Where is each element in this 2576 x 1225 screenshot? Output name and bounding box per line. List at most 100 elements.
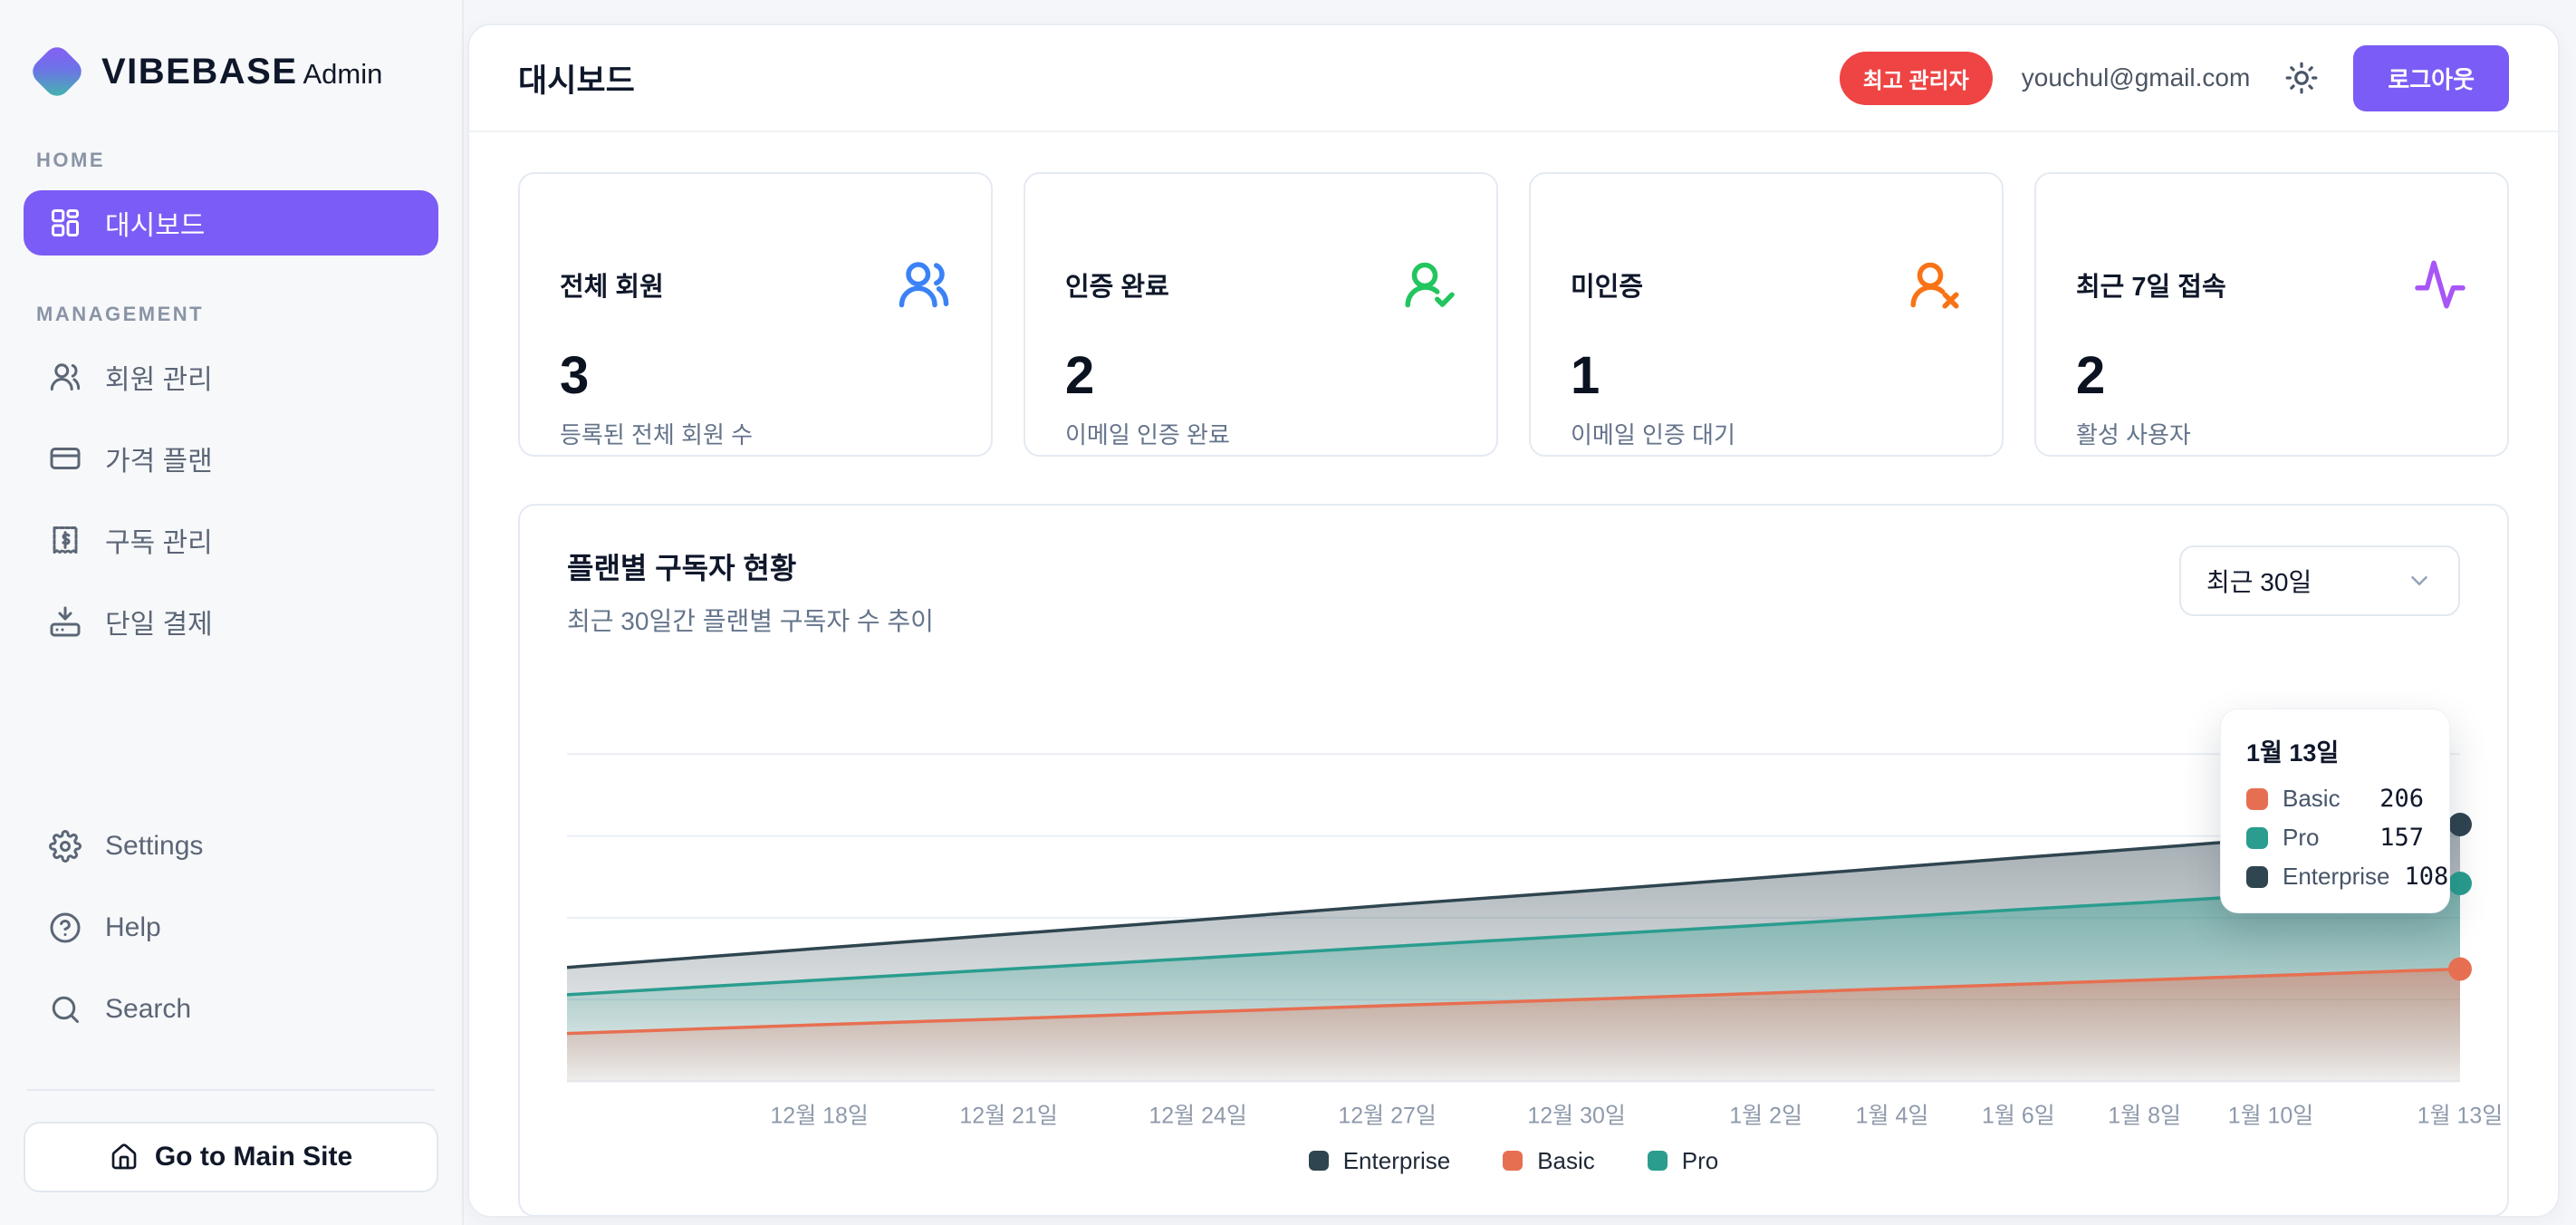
chart-subtitle: 최근 30일간 플랜별 구독자 수 추이 — [567, 607, 934, 635]
sun-icon — [2284, 61, 2319, 95]
tooltip-row-enterprise: Enterprise 108 — [2246, 863, 2448, 891]
legend-item-basic: Basic — [1503, 1147, 1595, 1175]
credit-card-icon — [49, 442, 82, 475]
svg-text:1월 10일: 1월 10일 — [2228, 1104, 2314, 1129]
user-email: youchul@gmail.com — [2021, 63, 2251, 92]
svg-text:1월 6일: 1월 6일 — [1982, 1104, 2055, 1129]
tooltip-date: 1월 13일 — [2246, 739, 2340, 767]
legend-item-enterprise: Enterprise — [1308, 1146, 1451, 1175]
tooltip-series-value: 108 — [2404, 863, 2449, 891]
help-circle-icon — [49, 912, 82, 944]
logout-button[interactable]: 로그아웃 — [2353, 44, 2509, 111]
nav-section-management: MANAGEMENT — [36, 303, 205, 325]
nav-section-home: HOME — [36, 149, 105, 171]
svg-text:12월 30일: 12월 30일 — [1527, 1104, 1625, 1129]
payment-download-icon — [49, 605, 82, 638]
svg-text:12월 27일: 12월 27일 — [1338, 1104, 1436, 1129]
sidebar-divider — [27, 1089, 435, 1091]
legend-swatch-basic — [1503, 1151, 1523, 1172]
svg-text:1월 2일: 1월 2일 — [1729, 1104, 1802, 1129]
stat-card-total-members: 전체 회원 3 등록된 전체 회원 수 — [518, 172, 993, 457]
stat-subtitle: 등록된 전체 회원 수 — [560, 421, 754, 449]
sidebar-item-label: 구독 관리 — [105, 528, 213, 558]
tooltip-series-value: 157 — [2379, 824, 2424, 852]
legend-swatch-enterprise — [1308, 1151, 1329, 1172]
svg-text:12월 24일: 12월 24일 — [1149, 1104, 1246, 1129]
sidebar-item-one-time-payment[interactable]: 단일 결제 — [24, 589, 438, 654]
user-x-icon — [1908, 257, 1962, 312]
legend-swatch-pro — [1647, 1151, 1668, 1172]
stat-title: 전체 회원 — [560, 273, 664, 302]
tooltip-row-basic: Basic 206 — [2246, 785, 2424, 813]
users-icon — [897, 257, 951, 312]
main-panel: 대시보드 최고 관리자 youchul@gmail.com 로그아웃 전체 회원 — [467, 24, 2560, 1218]
svg-text:1월 4일: 1월 4일 — [1856, 1104, 1929, 1129]
svg-text:1월 8일: 1월 8일 — [2108, 1104, 2181, 1129]
sidebar-spacer — [24, 670, 438, 814]
tooltip-swatch-pro — [2246, 826, 2268, 849]
sidebar-item-label: Settings — [105, 831, 204, 861]
theme-toggle-button[interactable] — [2279, 55, 2324, 101]
receipt-icon — [49, 524, 82, 556]
main-site-button-label: Go to Main Site — [154, 1142, 353, 1172]
sidebar: VIBEBASE Admin HOME 대시보드 MANAGEMENT 회원 관리… — [0, 0, 464, 1225]
users-icon — [49, 361, 82, 393]
tooltip-row-pro: Pro 157 — [2246, 824, 2424, 852]
sidebar-item-label: 가격 플랜 — [105, 447, 213, 477]
date-range-select[interactable]: 최근 30일 — [2179, 545, 2460, 616]
stat-card-recent-access: 최근 7일 접속 2 활성 사용자 — [2034, 172, 2509, 457]
sidebar-item-help[interactable]: Help — [24, 895, 438, 960]
sidebar-item-dashboard[interactable]: 대시보드 — [24, 190, 438, 256]
svg-text:12월 21일: 12월 21일 — [959, 1104, 1057, 1129]
logo: VIBEBASE Admin — [27, 42, 438, 101]
stat-card-verified: 인증 완료 2 이메일 인증 완료 — [1024, 172, 1498, 457]
legend-label: Pro — [1681, 1146, 1719, 1174]
user-check-icon — [1402, 257, 1456, 312]
chart-region: 12월 18일 12월 21일 12월 24일 12월 27일 12월 30일 1월 2일… — [566, 689, 2503, 1175]
sidebar-item-label: 단일 결제 — [105, 610, 213, 640]
go-to-main-site-button[interactable]: Go to Main Site — [24, 1122, 438, 1192]
stat-value: 3 — [560, 346, 590, 405]
logo-diamond-icon — [27, 42, 87, 101]
stat-title: 인증 완료 — [1065, 273, 1169, 302]
stats-row: 전체 회원 3 등록된 전체 회원 수 인증 완료 2 이메일 인증 완료 — [518, 172, 2509, 457]
page-header: 대시보드 최고 관리자 youchul@gmail.com 로그아웃 — [469, 25, 2558, 132]
svg-text:1월 13일: 1월 13일 — [2417, 1104, 2504, 1129]
subscriber-area-chart: 12월 18일 12월 21일 12월 24일 12월 27일 12월 30일 1월 2일… — [566, 753, 2503, 1129]
page-title: 대시보드 — [518, 63, 635, 99]
tooltip-swatch-basic — [2246, 787, 2268, 810]
subscriber-chart-card: 플랜별 구독자 현황 최근 30일간 플랜별 구독자 수 추이 최근 30일 1… — [518, 504, 2509, 1216]
tooltip-series-name: Enterprise — [2283, 863, 2390, 890]
sidebar-item-label: Search — [105, 994, 192, 1024]
brand-name: VIBEBASE — [101, 51, 298, 92]
gear-icon — [49, 830, 82, 863]
sidebar-item-members[interactable]: 회원 관리 — [24, 344, 438, 410]
stat-value: 2 — [2076, 346, 2106, 405]
role-badge: 최고 관리자 — [1839, 51, 1993, 105]
sidebar-item-subscriptions[interactable]: 구독 관리 — [24, 507, 438, 573]
stat-subtitle: 이메일 인증 완료 — [1065, 421, 1230, 449]
sidebar-item-search[interactable]: Search — [24, 977, 438, 1042]
sidebar-item-label: 대시보드 — [105, 211, 206, 241]
sidebar-item-settings[interactable]: Settings — [24, 814, 438, 879]
chart-tooltip: 1월 13일 Basic 206 Pro 157 Enterprise 108 — [2220, 709, 2450, 913]
stat-value: 1 — [1571, 346, 1600, 405]
sidebar-item-pricing-plans[interactable]: 가격 플랜 — [24, 426, 438, 491]
svg-text:12월 18일: 12월 18일 — [770, 1104, 868, 1129]
sidebar-item-label: 회원 관리 — [105, 365, 213, 395]
chart-title: 플랜별 구독자 현황 — [567, 552, 797, 584]
activity-icon — [2413, 257, 2467, 312]
stat-title: 미인증 — [1571, 273, 1644, 302]
tooltip-series-name: Basic — [2283, 785, 2341, 812]
chevron-down-icon — [2406, 567, 2433, 594]
tooltip-series-name: Pro — [2283, 824, 2320, 851]
legend-label: Enterprise — [1342, 1146, 1451, 1174]
brand-suffix: Admin — [303, 57, 383, 90]
legend-label: Basic — [1537, 1146, 1595, 1174]
stat-title: 최근 7일 접속 — [2076, 273, 2226, 302]
chart-legend: Enterprise Basic Pro — [567, 1147, 2460, 1175]
stat-subtitle: 이메일 인증 대기 — [1571, 421, 1735, 449]
tooltip-series-value: 206 — [2379, 785, 2424, 813]
content: 전체 회원 3 등록된 전체 회원 수 인증 완료 2 이메일 인증 완료 — [469, 132, 2558, 1216]
home-icon — [110, 1143, 139, 1172]
